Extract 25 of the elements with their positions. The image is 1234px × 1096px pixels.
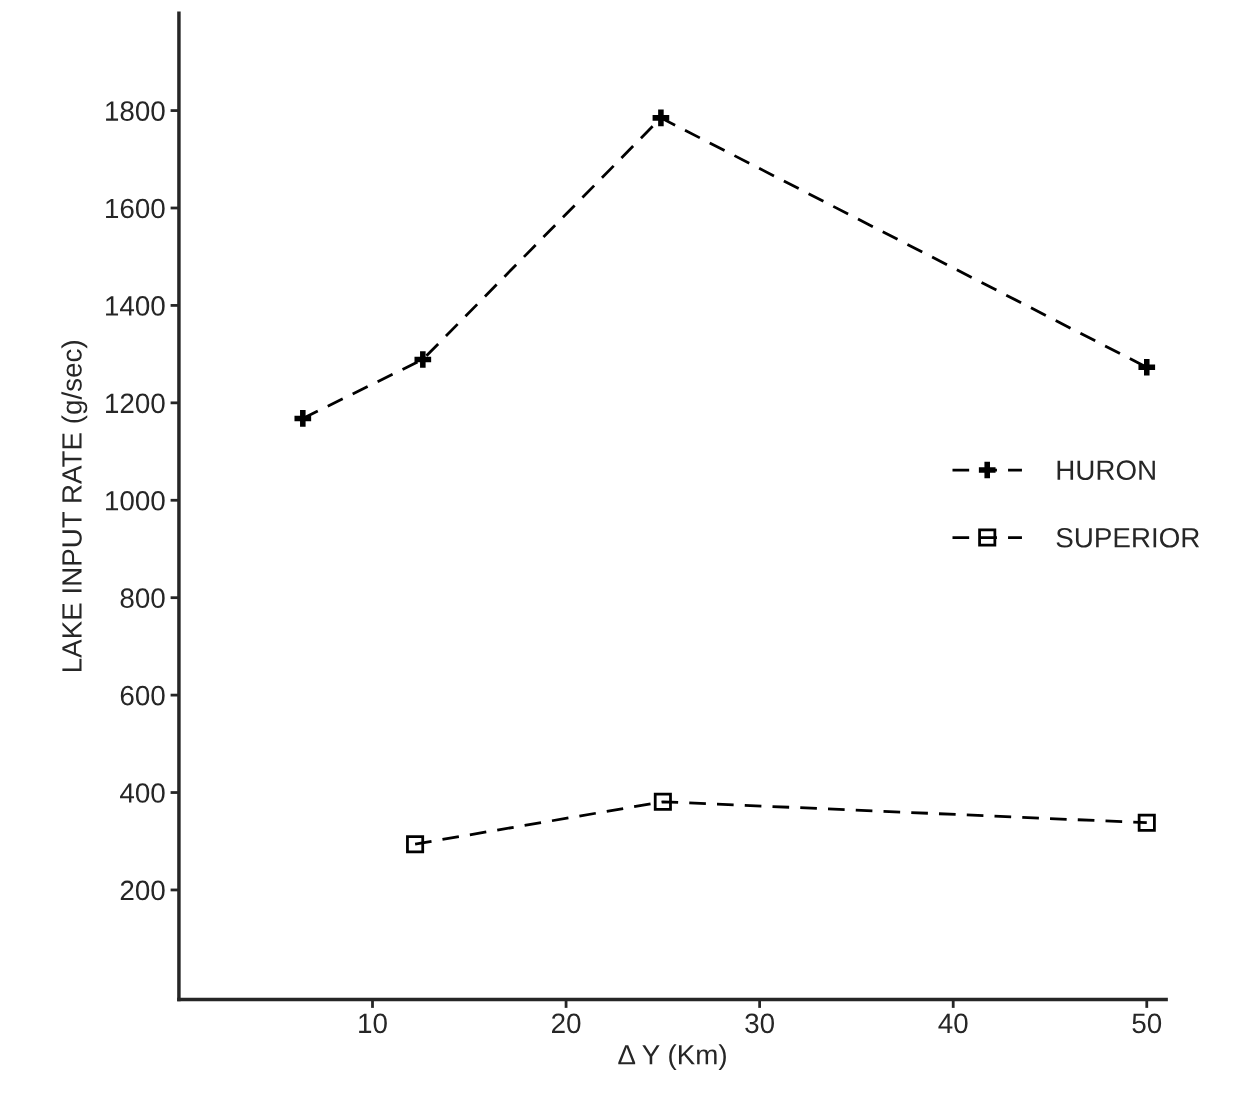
y-tick-label: 1200 [106, 393, 165, 414]
legend-label: SUPERIOR [1056, 527, 1200, 548]
y-tick-label: 1400 [106, 296, 165, 316]
y-tick-label: 1000 [106, 490, 165, 511]
y-tick-label: 800 [120, 588, 165, 609]
y-tick-label: 1600 [106, 198, 165, 219]
legend-label: HURON [1057, 460, 1155, 481]
x-tick-label: 20 [552, 1013, 581, 1034]
point [414, 351, 432, 368]
x-tick-label: 40 [938, 1013, 968, 1034]
y-axis-title: LAKE INPUT RATE (g/sec) [61, 341, 88, 672]
point [1137, 813, 1156, 832]
y-tick-label: 600 [120, 685, 165, 706]
x-tick-label: 10 [359, 1013, 387, 1034]
point [653, 792, 672, 811]
x-axis-title: Δ Y (Km) [618, 1044, 726, 1071]
point [294, 410, 312, 427]
point [406, 835, 425, 854]
point [1138, 358, 1156, 376]
y-tick-label: 200 [120, 880, 165, 901]
y-tick-label: 1800 [106, 101, 165, 121]
x-tick-label: 30 [745, 1013, 774, 1034]
x-tick-label: 50 [1132, 1013, 1162, 1034]
point [652, 109, 670, 127]
y-tick-label: 400 [120, 783, 165, 803]
